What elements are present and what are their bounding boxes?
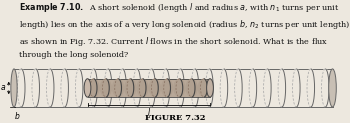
Ellipse shape [303, 69, 318, 107]
Ellipse shape [88, 79, 100, 97]
Ellipse shape [43, 69, 57, 107]
Text: $b$: $b$ [14, 110, 21, 121]
Ellipse shape [159, 69, 173, 107]
Text: $\mathbf{Example\ 7.10.}$  A short solenoid (length $l$ and radius $a$, with $n_: $\mathbf{Example\ 7.10.}$ A short soleno… [19, 1, 350, 59]
Ellipse shape [186, 79, 198, 97]
Ellipse shape [57, 69, 72, 107]
Ellipse shape [11, 69, 17, 107]
Ellipse shape [124, 79, 136, 97]
Ellipse shape [246, 69, 260, 107]
Ellipse shape [198, 79, 210, 97]
Ellipse shape [72, 69, 86, 107]
Ellipse shape [100, 79, 112, 97]
Ellipse shape [112, 79, 124, 97]
Ellipse shape [206, 79, 214, 97]
Ellipse shape [84, 79, 91, 97]
Ellipse shape [202, 69, 217, 107]
Ellipse shape [14, 69, 29, 107]
Text: $a$: $a$ [0, 83, 6, 92]
Text: $l$: $l$ [147, 106, 151, 117]
Ellipse shape [149, 79, 161, 97]
Ellipse shape [188, 69, 202, 107]
Ellipse shape [144, 69, 159, 107]
Text: FIGURE 7.32: FIGURE 7.32 [145, 114, 205, 122]
Ellipse shape [318, 69, 332, 107]
Ellipse shape [115, 69, 130, 107]
Bar [88, 79, 210, 97]
Ellipse shape [217, 69, 231, 107]
Ellipse shape [161, 79, 173, 97]
Ellipse shape [231, 69, 246, 107]
Ellipse shape [130, 69, 144, 107]
Ellipse shape [329, 69, 336, 107]
Ellipse shape [274, 69, 289, 107]
Ellipse shape [173, 69, 188, 107]
Ellipse shape [173, 79, 186, 97]
Ellipse shape [86, 69, 101, 107]
Ellipse shape [136, 79, 149, 97]
Ellipse shape [28, 69, 43, 107]
Ellipse shape [101, 69, 116, 107]
Ellipse shape [289, 69, 303, 107]
Ellipse shape [260, 69, 275, 107]
